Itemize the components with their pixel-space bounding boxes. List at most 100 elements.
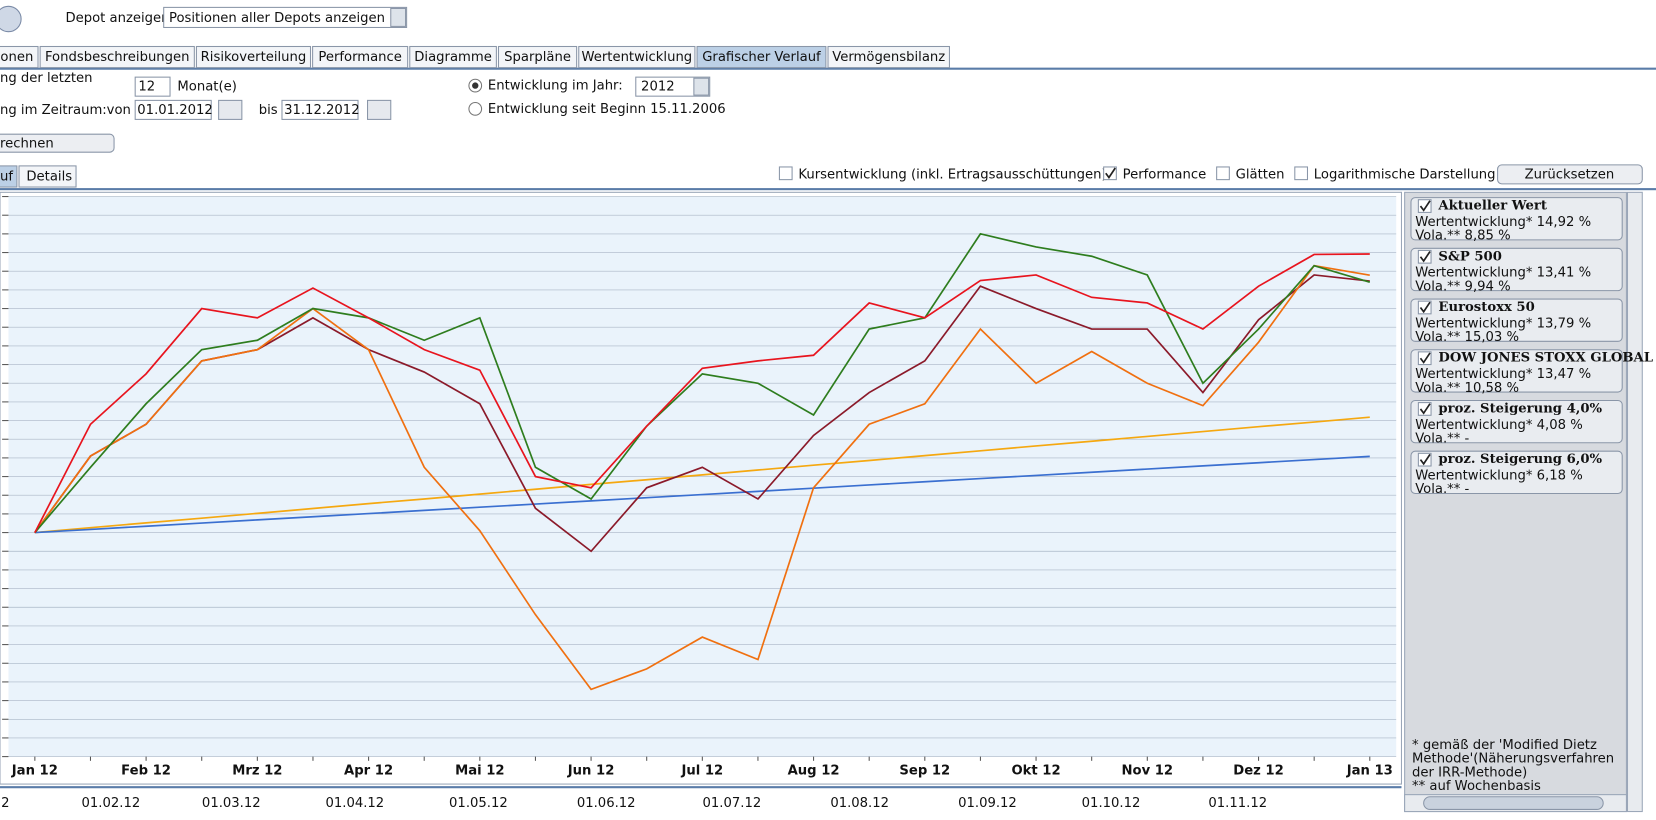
subtab[interactable] bbox=[18, 165, 77, 188]
vertical-scrollbar[interactable] bbox=[1626, 191, 1643, 813]
label: von bbox=[107, 103, 131, 118]
legend-entry[interactable] bbox=[1410, 450, 1623, 495]
legend-entry[interactable] bbox=[1410, 399, 1623, 444]
x-tick-label: Jan 12 bbox=[11, 763, 58, 778]
tab-label: Vermögensbilanz bbox=[832, 50, 945, 65]
timeline-label: 01.09.12 bbox=[958, 796, 1017, 811]
calendar-button[interactable] bbox=[367, 99, 392, 120]
legend-entry[interactable] bbox=[1410, 197, 1623, 241]
check-mark bbox=[1419, 352, 1431, 364]
footnote: * gemäß der 'Modified Dietz bbox=[1412, 738, 1597, 753]
series-line bbox=[34, 253, 1370, 533]
timeline-label: 01.10.12 bbox=[1082, 796, 1141, 811]
reset-button[interactable] bbox=[1497, 164, 1643, 185]
tab[interactable] bbox=[696, 45, 827, 69]
scroll-thumb[interactable] bbox=[1423, 796, 1604, 810]
radio-label: Entwicklung seit Beginn 15.11.2006 bbox=[488, 102, 726, 117]
tab[interactable] bbox=[0, 45, 39, 69]
app-icon[interactable] bbox=[0, 5, 22, 33]
year-select[interactable] bbox=[635, 76, 711, 97]
legend-performance: Wertentwicklung* 13,79 % bbox=[1415, 316, 1591, 331]
check-mark bbox=[1419, 453, 1431, 466]
x-tick-label: Apr 12 bbox=[344, 763, 393, 778]
x-tick-label: Mai 12 bbox=[455, 763, 504, 778]
series-line bbox=[34, 264, 1370, 691]
footnote: ** auf Wochenbasis bbox=[1412, 779, 1541, 794]
option-label: Glätten bbox=[1236, 167, 1285, 182]
button-label: rechnen bbox=[0, 137, 54, 152]
legend-vola: Vola.** - bbox=[1415, 432, 1469, 447]
timeline-label: 01.04.12 bbox=[325, 796, 384, 811]
calc-button[interactable] bbox=[0, 133, 115, 153]
x-tick-label: Jan 13 bbox=[1346, 763, 1393, 778]
months-value: 12 bbox=[138, 80, 155, 95]
x-tick-label: Dez 12 bbox=[1233, 763, 1284, 778]
tab[interactable] bbox=[578, 45, 696, 69]
subtab-label: uf bbox=[0, 169, 13, 184]
x-tick-label: Okt 12 bbox=[1011, 763, 1060, 778]
legend-entry[interactable] bbox=[1410, 349, 1623, 393]
tab[interactable] bbox=[827, 45, 950, 69]
option-label: Kursentwicklung (inkl. Ertragsausschüttu… bbox=[798, 167, 1106, 182]
tab-label: Wertentwicklung bbox=[582, 50, 693, 65]
check-mark bbox=[1419, 403, 1431, 415]
legend-vola: Vola.** - bbox=[1415, 482, 1469, 497]
legend-performance: Wertentwicklung* 13,47 % bbox=[1415, 367, 1591, 382]
check-mark bbox=[1419, 251, 1431, 263]
depot-select[interactable] bbox=[163, 6, 408, 29]
label: ng im Zeitraum: bbox=[0, 103, 107, 118]
legend-vola: Vola.** 9,94 % bbox=[1415, 279, 1510, 294]
series-line bbox=[34, 232, 1371, 534]
calendar-button[interactable] bbox=[218, 99, 243, 120]
button-label: Zurücksetzen bbox=[1525, 167, 1615, 182]
tab[interactable] bbox=[312, 45, 409, 69]
series-line bbox=[34, 416, 1370, 534]
radio-dot bbox=[472, 82, 479, 89]
legend-name: Aktueller Wert bbox=[1437, 199, 1547, 214]
to-input bbox=[281, 99, 359, 120]
legend-performance: Wertentwicklung* 4,08 % bbox=[1415, 418, 1583, 433]
subtab[interactable] bbox=[0, 165, 18, 188]
legend-name: Eurostoxx 50 bbox=[1438, 300, 1534, 315]
legend-name: DOW JONES STOXX GLOBAL 1800 INDEX bbox=[1438, 351, 1656, 366]
tab-label: Risikoverteilung bbox=[201, 50, 307, 65]
legend-performance: Wertentwicklung* 13,41 % bbox=[1415, 266, 1591, 281]
select-arrow[interactable] bbox=[390, 7, 407, 27]
label: Monat(e) bbox=[177, 80, 236, 95]
timeline-label: 2 bbox=[1, 796, 9, 811]
tab-underline bbox=[0, 67, 1656, 70]
legend-performance: Wertentwicklung* 6,18 % bbox=[1415, 469, 1583, 484]
option-label: Logarithmische Darstellung bbox=[1314, 167, 1496, 182]
label: bis bbox=[259, 103, 278, 118]
tab[interactable] bbox=[39, 45, 195, 69]
series-line bbox=[34, 455, 1370, 534]
option-checkbox[interactable] bbox=[1216, 166, 1230, 181]
legend-entry[interactable] bbox=[1410, 247, 1623, 292]
x-tick-label: Feb 12 bbox=[121, 763, 171, 778]
check-mark bbox=[1419, 200, 1431, 212]
tab[interactable] bbox=[497, 45, 578, 69]
tab[interactable] bbox=[195, 45, 312, 69]
option-checkbox[interactable] bbox=[778, 166, 793, 181]
to-date: 31.12.2012 bbox=[284, 103, 359, 118]
depot-select-text: Positionen aller Depots anzeigen bbox=[169, 11, 385, 26]
select-arrow[interactable] bbox=[693, 77, 710, 96]
year-value: 2012 bbox=[641, 80, 675, 95]
timeline-label: 01.06.12 bbox=[577, 796, 636, 811]
radio[interactable] bbox=[468, 101, 483, 116]
option-label: Performance bbox=[1123, 167, 1207, 182]
option-checkbox[interactable] bbox=[1294, 166, 1309, 181]
legend-entry[interactable] bbox=[1410, 298, 1623, 342]
legend-name: S&P 500 bbox=[1438, 249, 1501, 264]
tab[interactable] bbox=[409, 45, 497, 69]
timeline-label: 01.03.12 bbox=[202, 796, 261, 811]
tab-label: Performance bbox=[318, 50, 402, 65]
x-tick-label: Jul 12 bbox=[680, 763, 723, 778]
tab-label: Sparpläne bbox=[504, 50, 571, 65]
timeline-label: 01.08.12 bbox=[830, 796, 889, 811]
timeline-label: 01.07.12 bbox=[703, 796, 762, 811]
x-tick-label: Nov 12 bbox=[1121, 763, 1173, 778]
depot-label: Depot anzeigen bbox=[65, 11, 169, 26]
